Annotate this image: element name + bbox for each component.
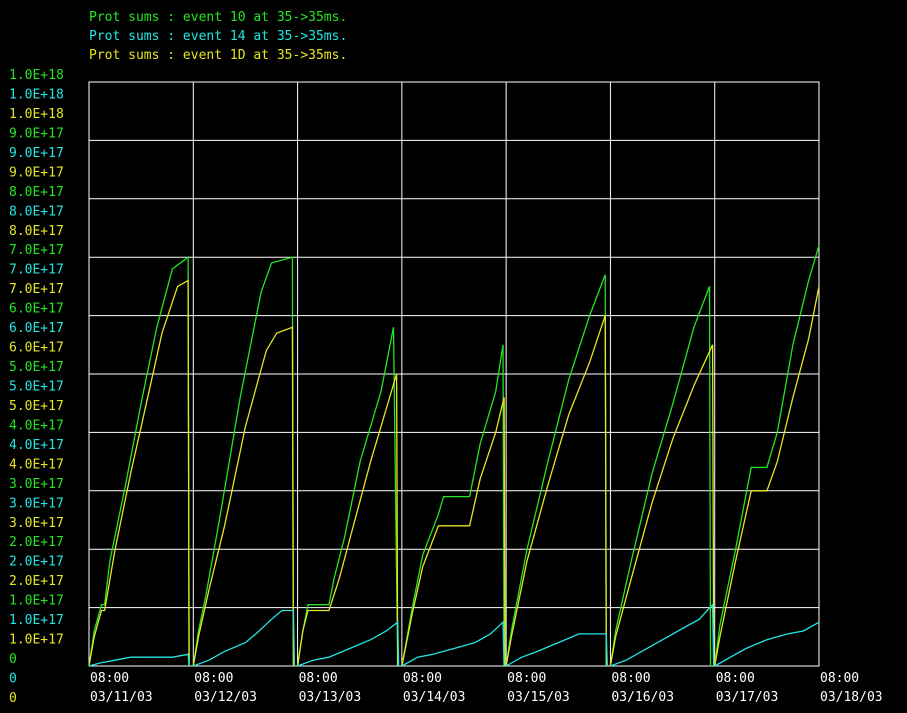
- series-line-2-day-6: [714, 621, 820, 667]
- y-tick-label: 2.0E+17: [9, 535, 64, 550]
- y-tick-label: 7.0E+17: [9, 263, 64, 278]
- y-tick-label: 9.0E+17: [9, 146, 64, 161]
- y-tick-label: 2.0E+17: [9, 574, 64, 589]
- series-line-2-day-5: [610, 603, 715, 667]
- series-line-1-day-4: [505, 315, 607, 667]
- y-tick-label: 2.0E+17: [9, 555, 64, 570]
- x-tick-time: 08:00: [299, 671, 338, 686]
- x-tick-time: 08:00: [820, 671, 859, 686]
- series-line-2-day-0: [88, 653, 190, 667]
- y-tick-label: 6.0E+17: [9, 302, 64, 317]
- y-tick-label: 1.0E+18: [9, 88, 64, 103]
- y-tick-label: 5.0E+17: [9, 360, 64, 375]
- y-tick-label: 3.0E+17: [9, 477, 64, 492]
- series-lines: [88, 245, 820, 667]
- y-tick-label: 3.0E+17: [9, 516, 64, 531]
- x-tick-time: 08:00: [611, 671, 650, 686]
- x-tick-date: 03/16/03: [611, 690, 674, 705]
- y-tick-label: 4.0E+17: [9, 418, 64, 433]
- legend-entry-event-1D: Prot sums : event 1D at 35->35ms.: [89, 48, 348, 63]
- x-tick-date: 03/18/03: [820, 690, 883, 705]
- x-tick-date: 03/17/03: [716, 690, 779, 705]
- y-tick-label: 1.0E+17: [9, 613, 64, 628]
- x-tick-date: 03/12/03: [194, 690, 257, 705]
- series-line-2-day-3: [401, 620, 505, 667]
- legend-entry-event-14: Prot sums : event 14 at 35->35ms.: [89, 29, 348, 44]
- series-line-0-day-2: [296, 327, 399, 667]
- y-tick-label: 8.0E+17: [9, 185, 64, 200]
- x-tick-time: 08:00: [90, 671, 129, 686]
- series-line-1-day-6: [714, 286, 820, 667]
- series-line-0-day-5: [609, 286, 712, 667]
- y-tick-label: 7.0E+17: [9, 243, 64, 258]
- y-tick-label: 8.0E+17: [9, 224, 64, 239]
- y-tick-label: 4.0E+17: [9, 438, 64, 453]
- grid-lines: [89, 82, 819, 666]
- series-line-0-day-6: [714, 245, 820, 667]
- series-line-1-day-5: [609, 344, 715, 667]
- series-line-2-day-4: [505, 633, 608, 667]
- y-tick-label: 0: [9, 672, 17, 687]
- y-tick-label: 8.0E+17: [9, 204, 64, 219]
- series-line-1-day-1: [192, 326, 295, 667]
- series-line-1-day-2: [296, 373, 399, 667]
- x-tick-time: 08:00: [194, 671, 233, 686]
- y-tick-label: 1.0E+18: [9, 68, 64, 83]
- series-line-1-day-3: [401, 397, 506, 667]
- y-tick-label: 7.0E+17: [9, 282, 64, 297]
- y-tick-label: 1.0E+17: [9, 633, 64, 648]
- x-tick-time: 08:00: [716, 671, 755, 686]
- y-tick-label: 9.0E+17: [9, 126, 64, 141]
- y-axis-labels: 1.0E+18 1.0E+18 1.0E+18 9.0E+17 9.0E+17 9.0E+…: [9, 68, 64, 706]
- series-line-2-day-1: [193, 609, 296, 667]
- y-tick-label: 1.0E+17: [9, 594, 64, 609]
- series-line-0-day-0: [88, 255, 190, 667]
- y-tick-label: 4.0E+17: [9, 457, 64, 472]
- legend-entry-event-10: Prot sums : event 10 at 35->35ms.: [89, 10, 348, 25]
- y-tick-label: 0: [9, 652, 17, 667]
- x-tick-time: 08:00: [507, 671, 546, 686]
- y-tick-label: 3.0E+17: [9, 496, 64, 511]
- x-tick-date: 03/15/03: [507, 690, 570, 705]
- x-tick-date: 03/14/03: [403, 690, 466, 705]
- y-tick-label: 1.0E+18: [9, 107, 64, 122]
- series-line-1-day-0: [88, 279, 190, 667]
- y-tick-label: 0: [9, 691, 17, 706]
- y-tick-label: 6.0E+17: [9, 341, 64, 356]
- x-tick-date: 03/11/03: [90, 690, 153, 705]
- x-tick-date: 03/13/03: [299, 690, 362, 705]
- series-line-0-day-3: [401, 344, 505, 667]
- x-axis-labels: 08:00 03/11/03 08:00 03/12/03 08:00 03/13/03 0…: [90, 671, 883, 705]
- series-line-0-day-4: [505, 274, 607, 667]
- y-tick-label: 5.0E+17: [9, 380, 64, 395]
- y-tick-label: 6.0E+17: [9, 321, 64, 336]
- series-line-0-day-1: [192, 256, 295, 667]
- series-line-2-day-2: [297, 620, 400, 667]
- y-tick-label: 9.0E+17: [9, 165, 64, 180]
- x-tick-time: 08:00: [403, 671, 442, 686]
- y-tick-label: 5.0E+17: [9, 399, 64, 414]
